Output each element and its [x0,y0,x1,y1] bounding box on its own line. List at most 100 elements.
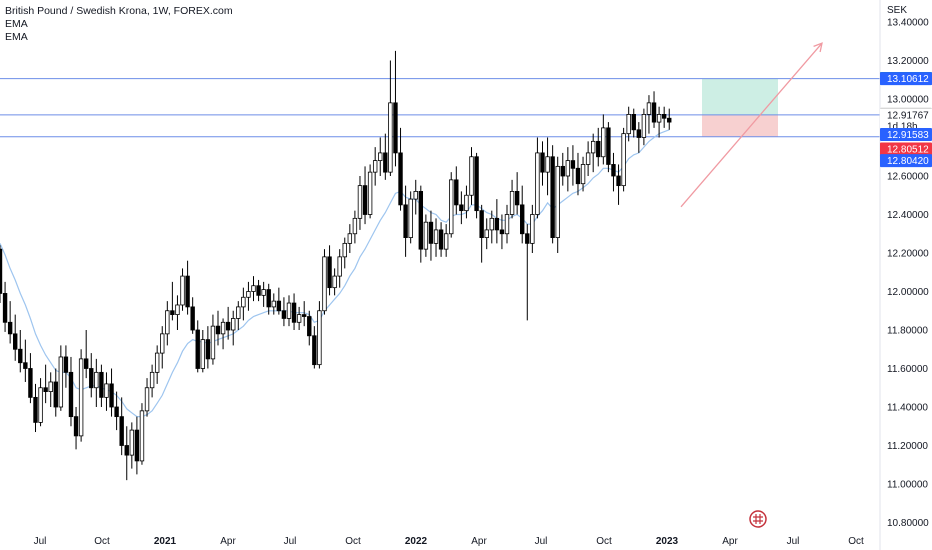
candle [83,330,89,379]
candle [388,60,393,176]
candle-body [367,171,373,215]
candle-body [418,190,424,250]
candle-body [124,445,129,456]
candle [504,204,510,244]
target-zone[interactable] [702,78,778,115]
position-zones [702,78,778,137]
x-tick-label: Jul [535,536,548,547]
candle-body [403,204,408,238]
trend-arrow-head [813,42,823,53]
candle-body [236,306,241,319]
candle-body [560,165,565,177]
candle-body [423,221,429,250]
candle-body [281,310,287,319]
candle [210,314,216,365]
candle-body [474,156,479,212]
candle [7,301,13,344]
candle-body [525,233,530,244]
candle [327,245,332,296]
stop-zone[interactable] [702,114,778,137]
trend-line[interactable] [680,42,823,208]
candle-body [611,164,616,177]
candle-body [43,387,48,392]
candle [241,287,246,321]
horizontal-lines [0,78,880,138]
symbol-title[interactable]: British Pound / Swedish Krona, 1W, FOREX… [5,5,233,17]
candle-body [73,416,79,437]
candle [509,179,515,219]
candle [636,122,642,153]
candle [459,191,464,225]
candle [403,185,408,257]
candle [312,326,317,369]
candle [585,141,591,176]
candle-body [48,381,53,393]
candle [530,204,535,253]
price-tag-label: 1d 18h [887,121,918,132]
candle-body [443,233,449,250]
candle-body [514,190,520,206]
candle-body [530,214,535,244]
candle-body [266,289,271,308]
y-tick-label: 13.00000 [887,95,929,106]
x-tick-label: Oct [94,536,110,547]
candle-body [484,229,489,238]
candle-body [53,381,58,408]
candle [464,185,469,219]
candle [13,314,18,361]
candle [590,133,596,173]
candle [646,95,652,134]
candle [180,268,185,311]
candle [540,141,545,186]
x-tick-label: Apr [722,536,738,547]
candle [651,91,657,128]
candle [438,222,444,257]
candle-body [550,156,555,238]
candle-body [291,302,297,323]
candle-body [631,114,636,131]
candle [378,137,383,176]
candle [73,407,79,450]
candle-body [347,233,353,244]
ema-indicator-2[interactable]: EMA [5,31,28,43]
tradingview-logo-icon[interactable] [749,510,767,528]
y-tick-label: 12.00000 [887,287,929,298]
candle [160,326,165,369]
candle [433,218,439,257]
candle-body [241,296,246,308]
candles [0,50,672,481]
trend-arrow[interactable] [680,42,823,208]
ema-indicator-1[interactable]: EMA [5,18,28,30]
candle [129,422,135,469]
candle [408,191,413,244]
candle [266,283,271,315]
candle [99,364,104,407]
candle-body [119,416,124,446]
candle-body [580,164,586,185]
x-tick-label: 2022 [405,536,428,547]
candle [200,330,205,373]
candle [332,268,337,296]
candle-body [383,152,388,173]
candle-body [63,356,69,373]
candle-body [83,358,89,369]
candle [322,249,327,315]
x-tick-label: 2023 [656,536,679,547]
candle [550,145,555,244]
y-tick-label: 12.60000 [887,172,929,183]
candle [104,372,109,411]
candle [190,297,195,334]
candle-body [398,152,403,206]
candle [601,114,606,165]
candle [63,345,69,388]
y-tick-label: 11.00000 [887,480,928,491]
candle [641,108,647,146]
candle [271,293,276,315]
price-axis[interactable]: SEK13.4000013.2000013.0000012.8000012.60… [879,0,929,550]
candle-body [205,339,211,360]
candle [362,166,368,225]
candle-body [646,102,652,115]
candle-body [271,300,276,308]
price-tag-bg [880,142,932,156]
